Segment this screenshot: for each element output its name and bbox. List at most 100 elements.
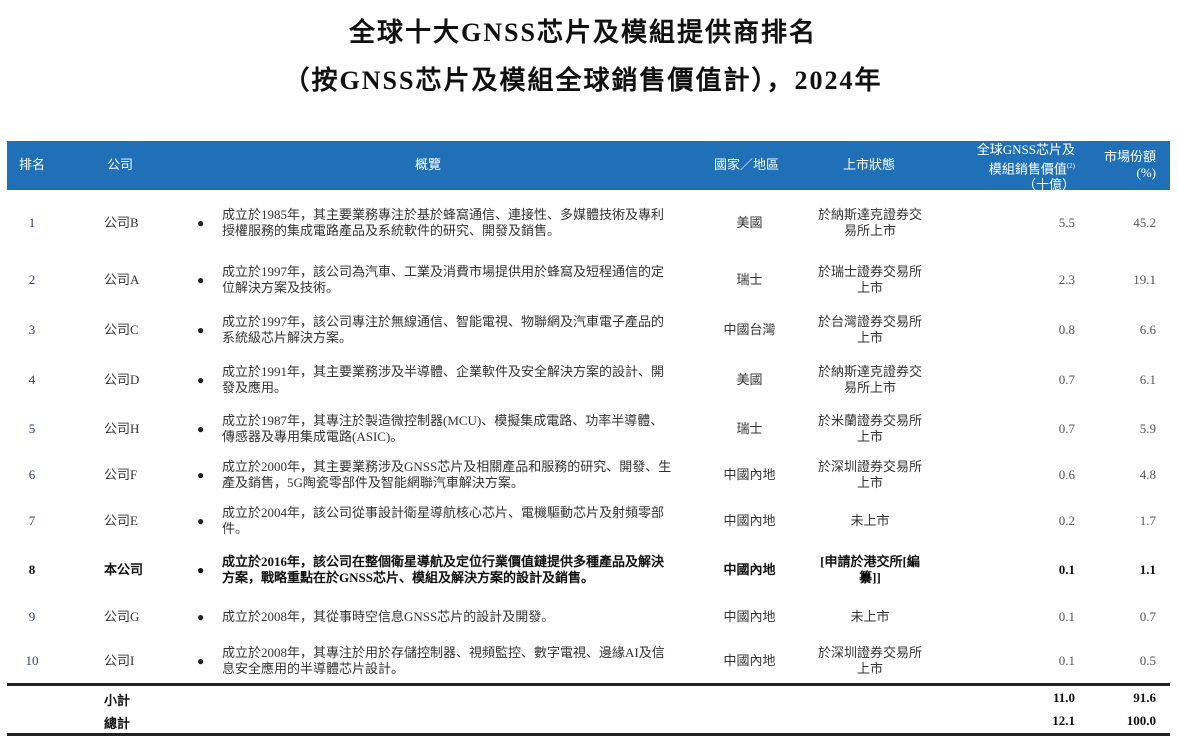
header-rank: 排名 — [19, 157, 46, 172]
table-row: 2 公司A ● 成立於1997年，該公司為汽車、工業及消費市場提供用於蜂窩及短程通信的… — [7, 255, 1170, 305]
overview-cell: 成立於2000年，其主要業務涉及GNSS芯片及相關產品和服務的研究、開發、生產及… — [222, 458, 672, 490]
rank-cell: 3 — [28, 322, 36, 337]
rank-cell: 9 — [28, 608, 36, 624]
table-row: 8 本公司 ● 成立於2016年，該公司在整個衛星導航及定位行業價值鏈提供多種產品及解… — [7, 545, 1170, 595]
subtotal-share: 91.6 — [1133, 690, 1156, 705]
country-cell: 中國內地 — [723, 466, 776, 482]
status-cell: 於米蘭證券交易所上市 — [817, 412, 922, 444]
table-row: 4 公司D ● 成立於1991年，其主要業務涉及半導體、企業軟件及安全解決方案的設計、… — [7, 355, 1170, 405]
header-share-line2: (%) — [1136, 165, 1157, 180]
table-header: 排名 公司 概覽 國家／地區 上市狀態 全球GNSS芯片及 模組銷售價值(2) … — [7, 141, 1170, 193]
header-company: 公司 — [107, 157, 134, 172]
bullet-icon: ● — [197, 609, 205, 624]
share-cell: 6.6 — [1139, 322, 1156, 337]
share-cell: 5.9 — [1139, 420, 1156, 436]
rank-cell: 2 — [28, 272, 36, 287]
status-cell: 於深圳證券交易所上市 — [817, 458, 922, 490]
value-cell: 0.1 — [1058, 652, 1075, 668]
table-row: 3 公司C ● 成立於1997年，該公司專注於無線通信、智能電視、物聯網及汽車電子產品… — [7, 305, 1170, 355]
total-row: 總計 12.1 100.0 — [7, 710, 1170, 732]
subtotal-label: 小計 — [104, 693, 131, 708]
share-cell: 19.1 — [1133, 272, 1156, 287]
status-cell: 未上市 — [850, 513, 890, 528]
subtotal-value: 11.0 — [1052, 690, 1075, 705]
country-cell: 中國內地 — [723, 652, 776, 668]
bullet-icon: ● — [197, 215, 205, 230]
total-value: 12.1 — [1052, 713, 1075, 728]
country-cell: 瑞士 — [736, 272, 763, 287]
header-value-line3: （十億） — [1022, 177, 1075, 193]
divider — [7, 683, 1170, 686]
value-cell: 5.5 — [1058, 214, 1075, 230]
header-share: 市場份額 (%) — [1104, 149, 1156, 181]
overview-cell: 成立於1997年，該公司為汽車、工業及消費市場提供用於蜂窩及短程通信的定位解決方… — [222, 264, 665, 295]
rank-cell: 5 — [28, 420, 36, 436]
overview-cell: 成立於2016年，該公司在整個衛星導航及定位行業價值鏈提供多種產品及解決方案，戰… — [222, 554, 665, 585]
table-row: 9 公司G ● 成立於2008年，其從事時空信息GNSS芯片的設計及開發。 中國內地 未上… — [7, 595, 1170, 638]
table-row: 6 公司F ● 成立於2000年，其主要業務涉及GNSS芯片及相關產品和服務的研究、開… — [7, 452, 1170, 497]
rank-cell: 4 — [28, 372, 36, 387]
overview-cell: 成立於1997年，該公司專注於無線通信、智能電視、物聯網及汽車電子產品的系統級芯… — [222, 314, 665, 345]
company-cell: 公司G — [104, 608, 140, 624]
page-title: 全球十大GNSS芯片及模組提供商排名 — [349, 18, 817, 47]
rank-cell: 10 — [25, 652, 39, 668]
company-cell: 公司C — [104, 322, 139, 337]
table-row: 10 公司I ● 成立於2008年，其專注於用於存儲控制器、視頻監控、數字電視、邊緣A… — [7, 638, 1170, 683]
country-cell: 中國台灣 — [723, 322, 776, 337]
company-cell: 公司D — [104, 372, 140, 387]
company-cell: 公司A — [104, 272, 140, 287]
divider — [7, 733, 1170, 736]
overview-cell: 成立於2008年，其專注於用於存儲控制器、視頻監控、數字電視、邊緣AI及信息安全… — [222, 644, 665, 676]
value-cell: 0.1 — [1058, 608, 1075, 624]
status-cell: 於瑞士證券交易所上市 — [817, 264, 922, 295]
share-cell: 1.1 — [1139, 562, 1156, 577]
company-cell: 本公司 — [104, 562, 144, 577]
status-cell: 於納斯達克證券交易所上市 — [817, 206, 922, 238]
share-cell: 0.5 — [1139, 652, 1156, 668]
share-cell: 0.7 — [1139, 608, 1156, 624]
value-cell: 0.2 — [1058, 513, 1075, 528]
overview-cell: 成立於1987年，其專注於製造微控制器(MCU)、模擬集成電路、功率半導體、傳感… — [222, 412, 664, 444]
total-label: 總計 — [104, 716, 131, 731]
table-row: 7 公司E ● 成立於2004年，該公司從事設計衛星導航核心芯片、電機驅動芯片及射頻零… — [7, 497, 1170, 545]
company-cell: 公司F — [104, 466, 138, 482]
header-value-note: (2) — [1066, 162, 1075, 170]
table-row: 1 公司B ● 成立於1985年，其主要業務專注於基於蜂窩通信、連接性、多媒體技術及專… — [7, 190, 1170, 255]
country-cell: 中國內地 — [723, 608, 776, 624]
value-cell: 2.3 — [1058, 272, 1075, 287]
overview-cell: 成立於2008年，其從事時空信息GNSS芯片的設計及開發。 — [222, 608, 555, 624]
value-cell: 0.8 — [1058, 322, 1075, 337]
country-cell: 中國內地 — [723, 562, 776, 577]
country-cell: 瑞士 — [736, 420, 763, 436]
bullet-icon: ● — [197, 514, 205, 528]
rank-cell: 1 — [28, 214, 36, 230]
share-cell: 4.8 — [1139, 466, 1156, 482]
status-cell: 未上市 — [850, 608, 890, 624]
value-cell: 0.7 — [1058, 372, 1075, 387]
country-cell: 美國 — [736, 372, 763, 387]
bullet-icon: ● — [197, 273, 205, 287]
bullet-icon: ● — [197, 653, 205, 668]
bullet-icon: ● — [197, 421, 205, 436]
bullet-icon: ● — [197, 373, 205, 387]
status-cell: 於深圳證券交易所上市 — [817, 644, 922, 676]
bullet-icon: ● — [197, 467, 205, 482]
status-cell: [申請於港交所[編纂]] — [820, 554, 920, 585]
header-overview: 概覽 — [415, 157, 442, 172]
rank-cell: 7 — [28, 513, 36, 528]
company-cell: 公司I — [104, 652, 135, 668]
bullet-icon: ● — [197, 563, 205, 577]
share-cell: 1.7 — [1139, 513, 1156, 528]
total-share: 100.0 — [1126, 713, 1156, 728]
page-subtitle: （按GNSS芯片及模組全球銷售價值計），2024年 — [283, 66, 883, 95]
status-cell: 於台灣證券交易所上市 — [817, 314, 922, 345]
value-cell: 0.6 — [1058, 466, 1075, 482]
share-cell: 45.2 — [1133, 214, 1156, 230]
header-share-line1: 市場份額 — [1103, 149, 1156, 164]
header-value: 全球GNSS芯片及 模組銷售價值(2) （十億） — [977, 142, 1075, 193]
table-row: 5 公司H ● 成立於1987年，其專注於製造微控制器(MCU)、模擬集成電路、功率半… — [7, 405, 1170, 452]
overview-cell: 成立於2004年，該公司從事設計衛星導航核心芯片、電機驅動芯片及射頻零部件。 — [222, 505, 665, 536]
share-cell: 6.1 — [1139, 372, 1156, 387]
status-cell: 於納斯達克證券交易所上市 — [817, 364, 922, 395]
overview-cell: 成立於1985年，其主要業務專注於基於蜂窩通信、連接性、多媒體技術及專利授權服務… — [222, 206, 665, 238]
